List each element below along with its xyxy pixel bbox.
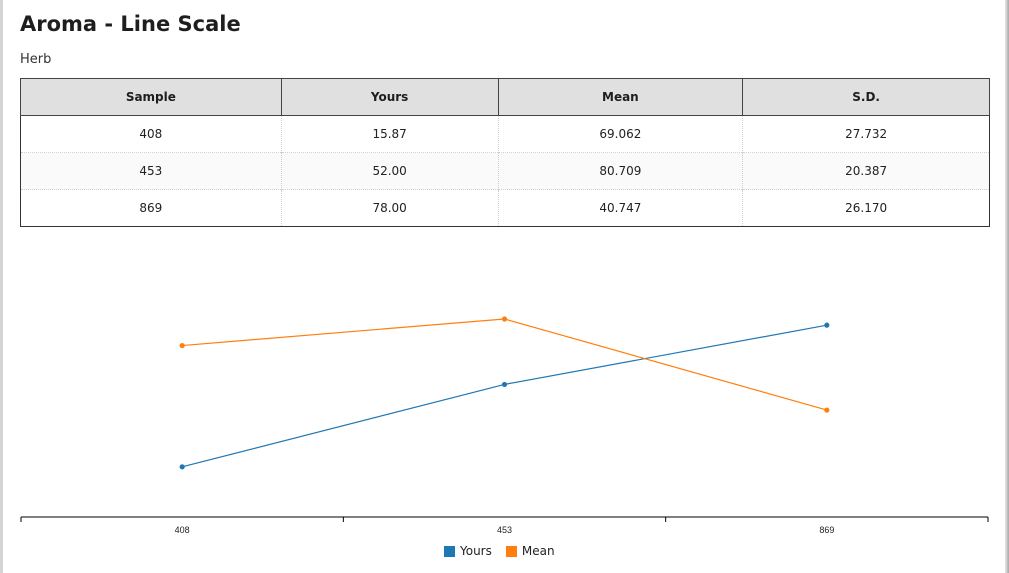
cell-sd: 27.732 <box>742 115 990 153</box>
data-point-yours <box>179 464 185 470</box>
column-header-sd: S.D. <box>742 78 990 116</box>
series-line-yours <box>182 324 827 468</box>
x-tick-label: 453 <box>497 525 512 535</box>
table-row: 408 15.87 69.062 27.732 <box>20 115 990 153</box>
data-point-yours <box>501 381 508 388</box>
page-title: Aroma - Line Scale <box>20 12 241 36</box>
cell-mean: 80.709 <box>497 152 743 190</box>
window-left-edge <box>0 0 3 573</box>
legend-swatch-yours <box>444 545 455 557</box>
cell-yours: 78.00 <box>280 189 498 227</box>
product-subtitle: Herb <box>20 52 52 67</box>
column-header-mean: Mean <box>497 78 744 116</box>
legend-label-mean: Mean <box>521 544 555 558</box>
table-row: 453 52.00 80.709 20.387 <box>20 152 990 190</box>
cell-sd: 26.170 <box>742 189 990 227</box>
cell-yours: 52.00 <box>280 152 498 190</box>
table-header-row: Sample Yours Mean S.D. <box>20 78 990 116</box>
table-row: 869 78.00 40.747 26.170 <box>20 189 990 227</box>
data-point-yours <box>824 322 830 328</box>
legend-item-yours[interactable]: Yours <box>444 544 492 558</box>
data-point-mean <box>824 407 830 413</box>
chart-legend: Yours Mean <box>444 544 569 558</box>
legend-label-yours: Yours <box>460 544 492 558</box>
cell-sd: 20.387 <box>742 152 990 190</box>
x-tick-label: 408 <box>175 525 190 535</box>
data-point-mean <box>501 316 508 322</box>
cell-sample: 869 <box>20 189 282 227</box>
column-header-sample: Sample <box>20 78 282 116</box>
window-scrollbar-edge[interactable] <box>1005 0 1009 573</box>
series-line-mean <box>182 318 827 411</box>
x-tick-label: 869 <box>819 525 834 535</box>
cell-sample: 408 <box>20 115 282 153</box>
cell-mean: 69.062 <box>497 115 743 153</box>
legend-swatch-mean <box>505 545 517 557</box>
cell-mean: 40.747 <box>497 189 743 227</box>
line-chart: 408 453 869 <box>20 316 989 535</box>
column-header-yours: Yours <box>280 78 499 116</box>
legend-item-mean[interactable]: Mean <box>505 544 555 558</box>
data-point-mean <box>179 342 185 349</box>
results-table: Sample Yours Mean S.D. 408 15.87 69.062 … <box>20 78 990 227</box>
cell-sample: 453 <box>20 152 282 190</box>
cell-yours: 15.87 <box>280 115 498 153</box>
